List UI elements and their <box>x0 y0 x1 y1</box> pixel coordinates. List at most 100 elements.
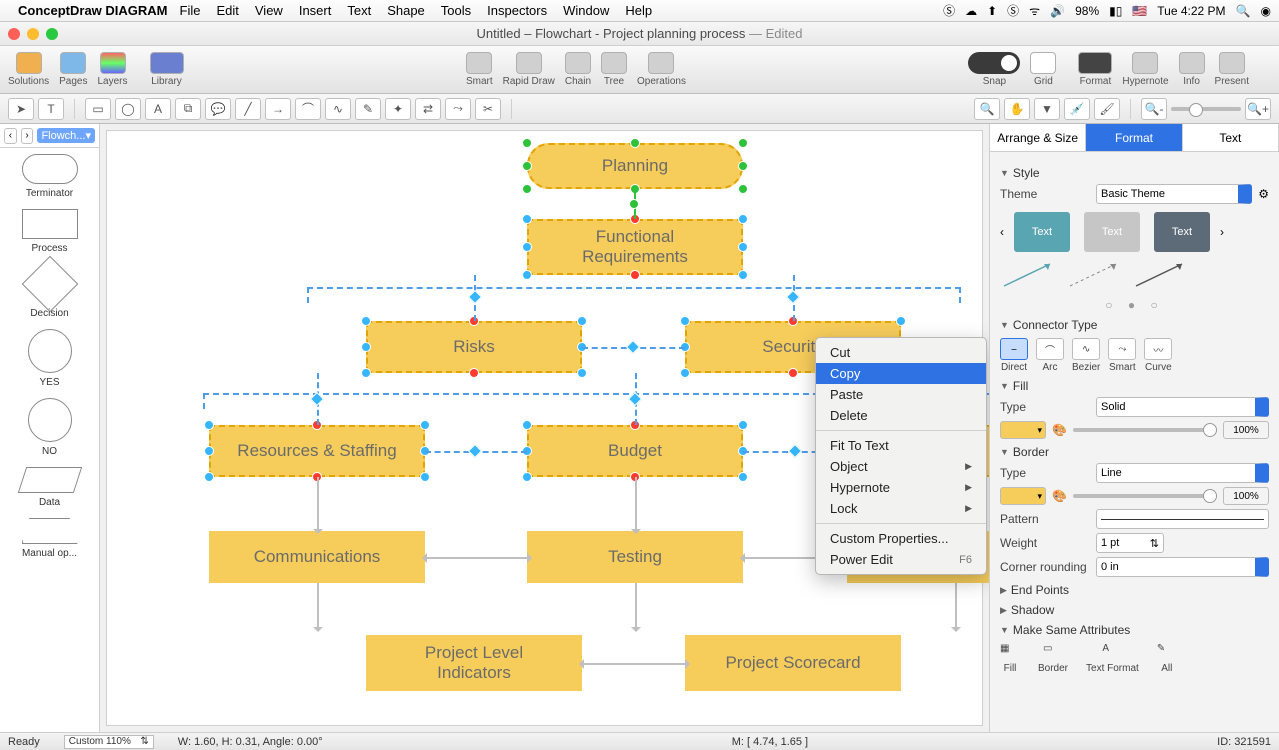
ctx-paste[interactable]: Paste <box>816 384 986 405</box>
resize-handle[interactable] <box>420 472 430 482</box>
ellipse-tool[interactable]: ◯ <box>115 98 141 120</box>
menu-edit[interactable]: Edit <box>216 3 238 18</box>
section-connector[interactable]: Connector Type <box>1000 318 1269 332</box>
resize-handle[interactable] <box>738 138 748 148</box>
border-opacity-value[interactable]: 100% <box>1223 487 1269 505</box>
layers-button[interactable]: Layers <box>98 52 128 87</box>
menu-shape[interactable]: Shape <box>387 3 425 18</box>
theme-swatch-0[interactable]: Text <box>1014 212 1070 252</box>
connection-handle[interactable] <box>788 368 798 378</box>
resize-handle[interactable] <box>522 242 532 252</box>
theme-swatch-1[interactable]: Text <box>1084 212 1140 252</box>
bc-back[interactable]: ‹ <box>4 128 17 144</box>
zoom-in[interactable]: 🔍+ <box>1245 98 1271 120</box>
ctx-delete[interactable]: Delete <box>816 405 986 426</box>
menu-view[interactable]: View <box>255 3 283 18</box>
minimize-button[interactable] <box>27 28 39 40</box>
section-shadow[interactable]: Shadow <box>1000 603 1269 617</box>
border-colorwheel-icon[interactable]: 🎨 <box>1052 489 1067 503</box>
connector-arc[interactable]: ⌒Arc <box>1036 338 1064 373</box>
resize-handle[interactable] <box>522 270 532 280</box>
same-attr-border[interactable]: ▭Border <box>1038 643 1068 674</box>
connector-curve[interactable]: 〰Curve <box>1144 338 1172 373</box>
line-tool[interactable]: ╱ <box>235 98 261 120</box>
section-border[interactable]: Border <box>1000 445 1269 459</box>
zoom-tool[interactable]: 🔍 <box>974 98 1000 120</box>
gear-icon[interactable]: ⚙ <box>1258 187 1269 201</box>
palette-manual op...[interactable]: Manual op... <box>0 518 99 559</box>
resize-handle[interactable] <box>204 420 214 430</box>
theme-swatch-2[interactable]: Text <box>1154 212 1210 252</box>
tree-button[interactable]: Tree <box>601 52 627 87</box>
text-tool[interactable]: T <box>38 98 64 120</box>
resize-handle[interactable] <box>522 184 532 194</box>
theme-prev[interactable]: ‹ <box>1000 225 1004 239</box>
hypernote-button[interactable]: Hypernote <box>1122 52 1168 87</box>
node-budget[interactable]: Budget <box>527 425 743 477</box>
weight-stepper[interactable]: 1 pt⇅ <box>1096 533 1164 553</box>
library-button[interactable]: Library <box>150 52 184 87</box>
snap-toggle[interactable]: Snap <box>968 52 1020 87</box>
tab-text[interactable]: Text <box>1183 124 1279 151</box>
resize-handle[interactable] <box>738 214 748 224</box>
tab-format[interactable]: Format <box>1086 124 1182 151</box>
pan-tool[interactable]: ✋ <box>1004 98 1030 120</box>
arrow-tool[interactable]: → <box>265 98 291 120</box>
zoom-out[interactable]: 🔍- <box>1141 98 1167 120</box>
resize-handle[interactable] <box>204 446 214 456</box>
same-attr-text-format[interactable]: AText Format <box>1086 643 1139 674</box>
arc-tool[interactable]: ⌒ <box>295 98 321 120</box>
resize-handle[interactable] <box>361 368 371 378</box>
info-button[interactable]: Info <box>1179 52 1205 87</box>
connector-bezier[interactable]: ∿Bezier <box>1072 338 1100 373</box>
resize-handle[interactable] <box>522 472 532 482</box>
resize-handle[interactable] <box>204 472 214 482</box>
palette-process[interactable]: Process <box>0 209 99 254</box>
menu-text[interactable]: Text <box>347 3 371 18</box>
menu-window[interactable]: Window <box>563 3 609 18</box>
siri-icon[interactable]: ◉ <box>1261 4 1271 18</box>
format-button[interactable]: Format <box>1078 52 1112 87</box>
node-planning[interactable]: Planning <box>527 143 743 189</box>
textshape-tool[interactable]: A <box>145 98 171 120</box>
pages-button[interactable]: Pages <box>59 52 87 87</box>
callout-tool[interactable]: 💬 <box>205 98 231 120</box>
pen-tool[interactable]: ✎ <box>355 98 381 120</box>
palette-decision[interactable]: Decision <box>0 264 99 319</box>
resize-handle[interactable] <box>896 316 906 326</box>
pointer-tool[interactable]: ➤ <box>8 98 34 120</box>
connection-handle[interactable] <box>469 368 479 378</box>
same-attr-fill[interactable]: ▦Fill <box>1000 643 1020 674</box>
section-endpoints[interactable]: End Points <box>1000 583 1269 597</box>
resize-handle[interactable] <box>680 316 690 326</box>
color-wheel-icon[interactable]: 🎨 <box>1052 423 1067 437</box>
zoom-slider[interactable] <box>1171 107 1241 111</box>
resize-handle[interactable] <box>738 184 748 194</box>
connector-handle[interactable] <box>788 444 802 458</box>
ctx-lock[interactable]: Lock <box>816 498 986 519</box>
resize-handle[interactable] <box>577 368 587 378</box>
resize-handle[interactable] <box>420 420 430 430</box>
fill-color[interactable]: ▾ <box>1000 421 1046 439</box>
connector-handle[interactable] <box>626 340 640 354</box>
theme-dropdown[interactable]: Basic Theme <box>1096 184 1252 204</box>
connector-direct[interactable]: ⎯Direct <box>1000 338 1028 373</box>
theme-next[interactable]: › <box>1220 225 1224 239</box>
node-resources[interactable]: Resources & Staffing <box>209 425 425 477</box>
stamp-tool[interactable]: ▼ <box>1034 98 1060 120</box>
palette-terminator[interactable]: Terminator <box>0 154 99 199</box>
menu-insert[interactable]: Insert <box>299 3 332 18</box>
resize-handle[interactable] <box>738 472 748 482</box>
fill-opacity-slider[interactable] <box>1073 428 1217 432</box>
resize-handle[interactable] <box>522 138 532 148</box>
pattern-dropdown[interactable] <box>1096 509 1269 529</box>
menu-file[interactable]: File <box>180 3 201 18</box>
resize-handle[interactable] <box>522 420 532 430</box>
menu-tools[interactable]: Tools <box>441 3 471 18</box>
canvas[interactable]: PlanningFunctionalRequirementsRisksSecur… <box>106 130 983 726</box>
smart-button[interactable]: Smart <box>466 52 493 87</box>
solutions-button[interactable]: Solutions <box>8 52 49 87</box>
same-attr-all[interactable]: ✎All <box>1157 643 1177 674</box>
smart-connector-tool[interactable]: ⤳ <box>445 98 471 120</box>
arrow-style-1[interactable] <box>1000 260 1056 290</box>
